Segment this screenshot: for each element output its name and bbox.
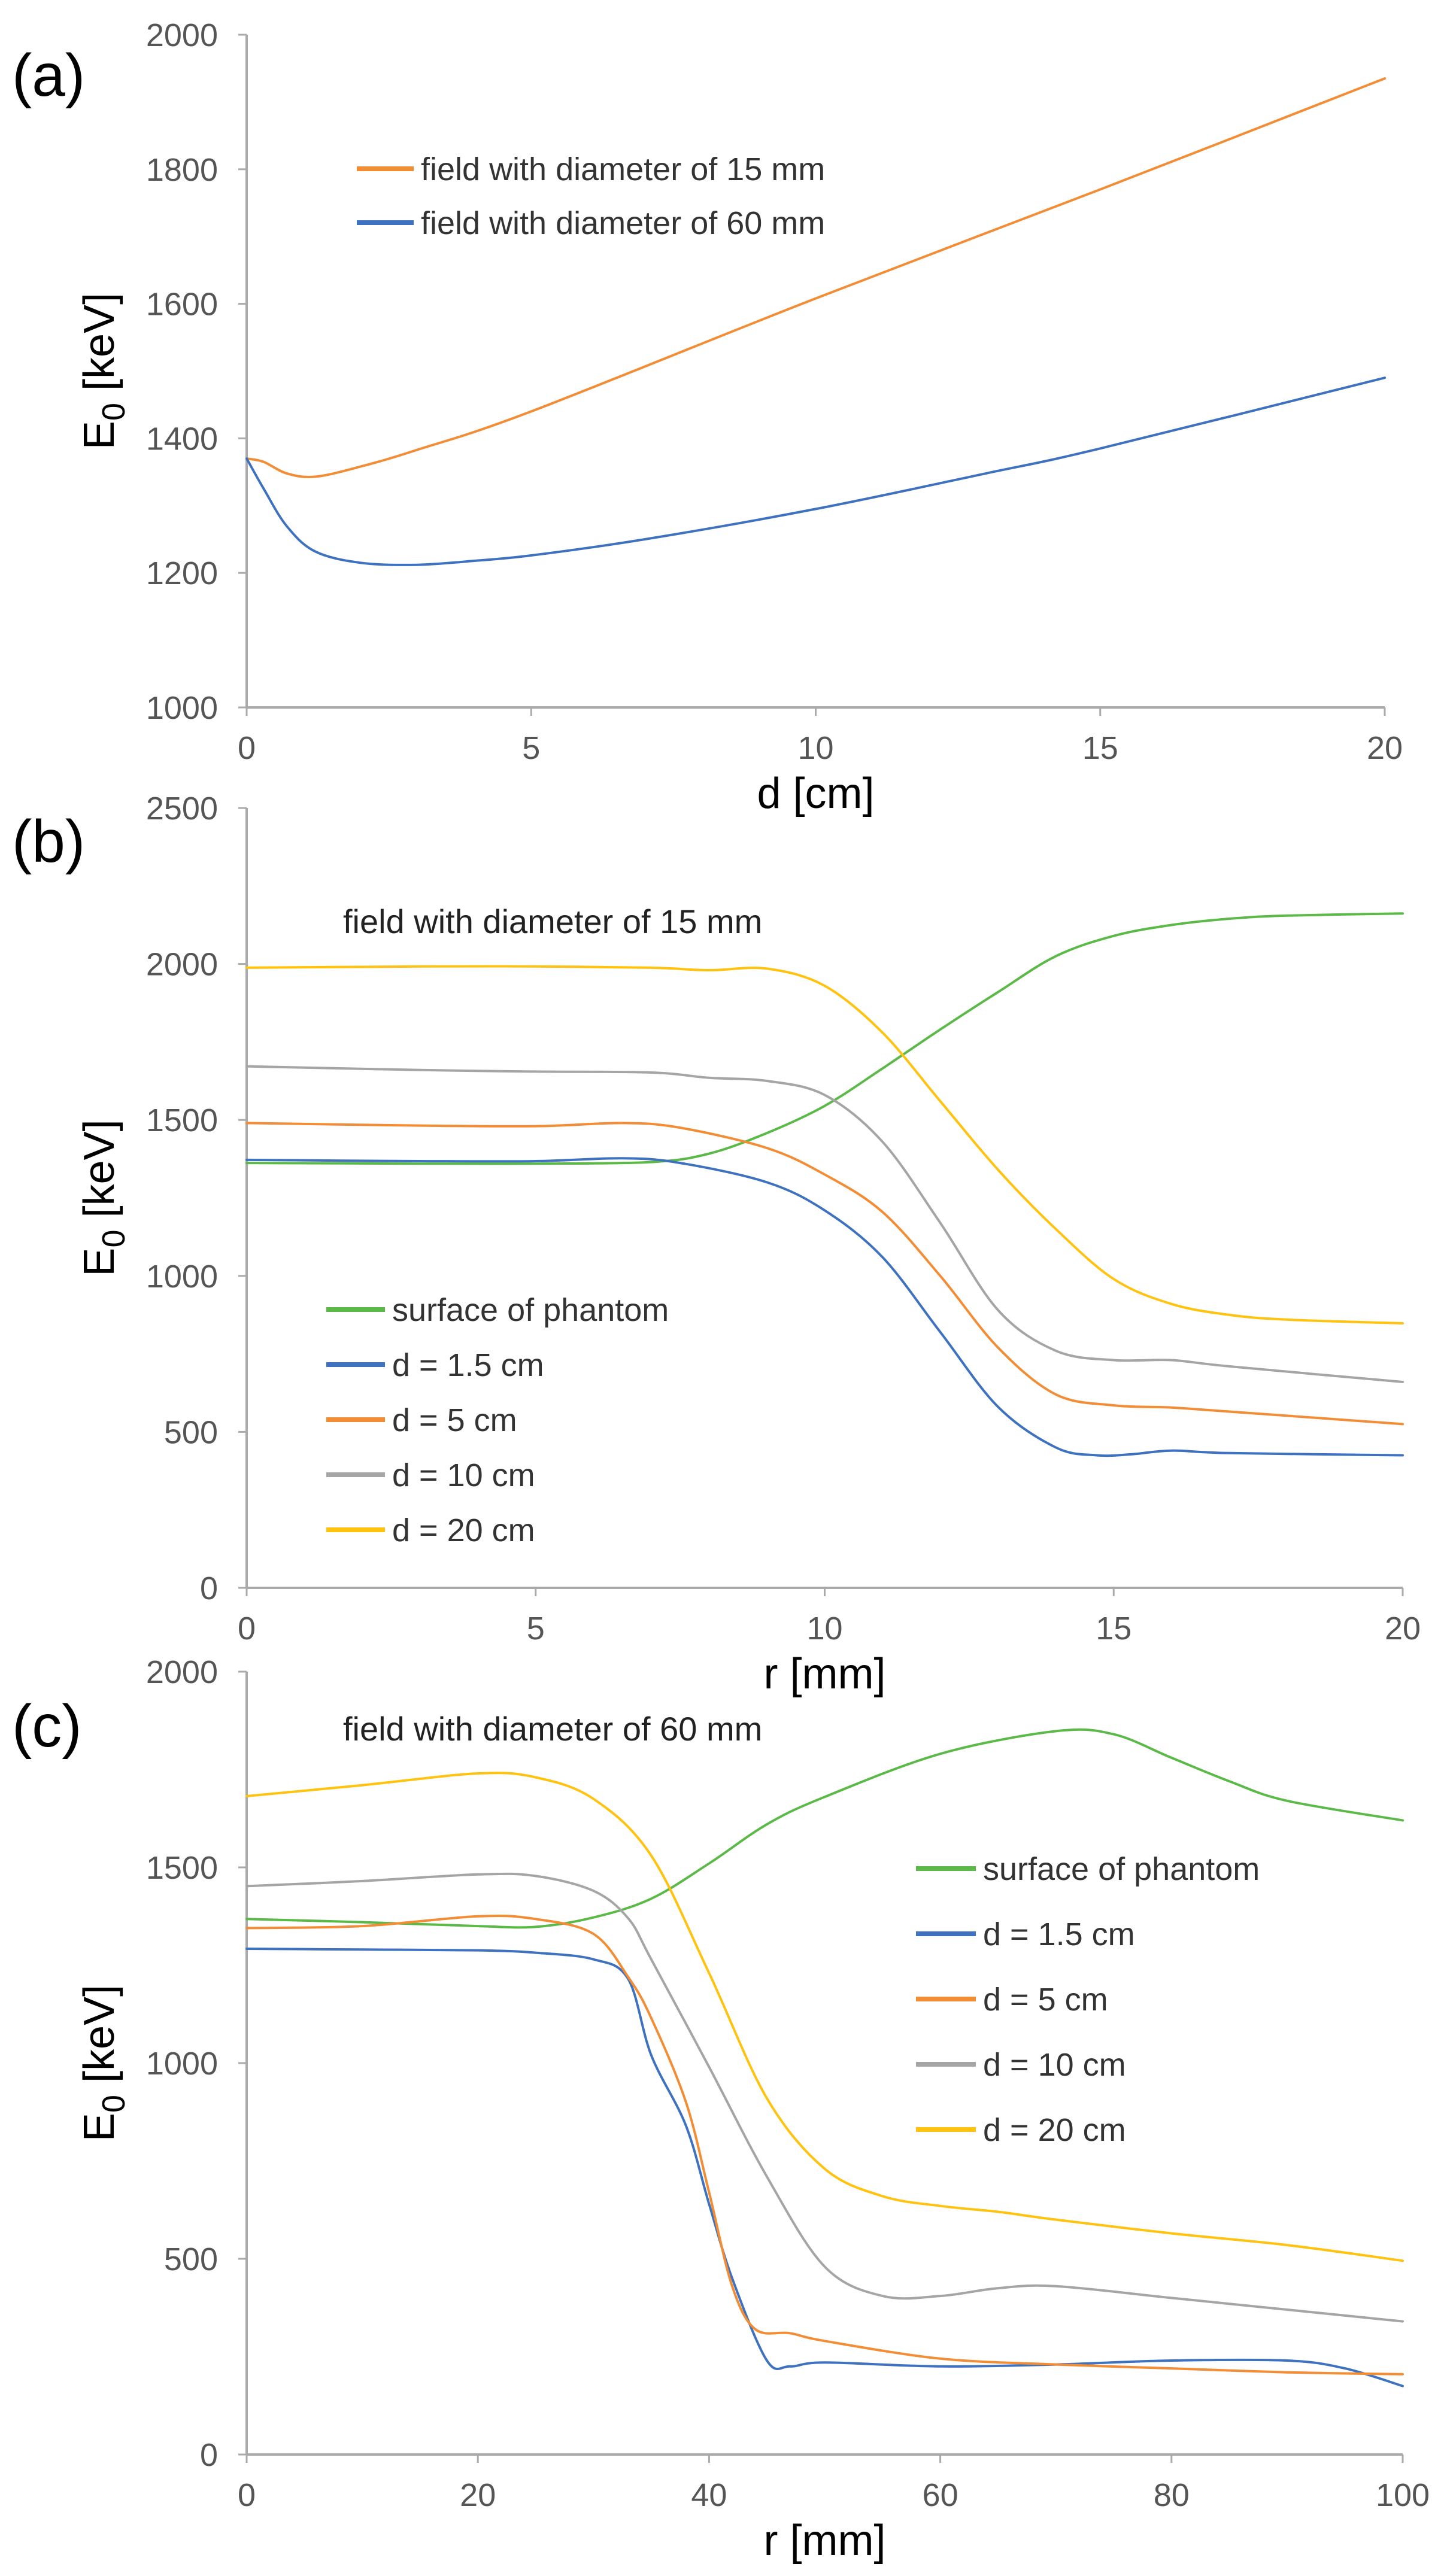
y-axis-title: E0 [keV] <box>75 1119 132 1276</box>
x-tick-label: 10 <box>797 730 833 766</box>
series-line-1 <box>245 1728 1404 1929</box>
x-tick-label: 5 <box>522 730 540 766</box>
legend-label: surface of phantom <box>392 1292 669 1328</box>
y-tick-label: 2000 <box>146 17 218 53</box>
x-tick-label: 100 <box>1376 2477 1430 2513</box>
x-tick-label: 5 <box>527 1611 545 1647</box>
legend-label: d = 10 cm <box>983 2047 1126 2083</box>
y-tick-label: 500 <box>164 2241 218 2277</box>
y-tick-label: 1200 <box>146 555 218 591</box>
y-tick-label: 1800 <box>146 152 218 188</box>
series-line-1 <box>245 912 1404 1165</box>
x-tick-label: 20 <box>1385 1611 1421 1647</box>
series-line-3 <box>245 1122 1404 1426</box>
series-line-2 <box>245 1157 1404 1457</box>
y-tick-label: 2000 <box>146 1654 218 1690</box>
panel-a: (a) 1000 1200 1400 1600 1800 2000 0 5 10 15 20 d [cm… <box>12 17 1403 818</box>
y-axis-title-subscript: 0 <box>96 403 132 421</box>
x-axis-title: r [mm] <box>764 1650 886 1698</box>
x-tick-label: 20 <box>460 2477 496 2513</box>
y-axis-title-unit: [keV] <box>75 1985 123 2095</box>
x-tick-label: 40 <box>691 2477 727 2513</box>
y-axis-title-subscript: 0 <box>96 1230 132 1248</box>
legend-label: d = 5 cm <box>392 1402 517 1438</box>
legend-label: surface of phantom <box>983 1851 1260 1887</box>
x-tick-label: 15 <box>1096 1611 1131 1647</box>
chart-annotation: field with diameter of 60 mm <box>343 1710 762 1748</box>
panel-label: (a) <box>12 42 85 109</box>
y-tick-label: 1500 <box>146 1102 218 1138</box>
y-tick-label: 500 <box>164 1414 218 1450</box>
panel-b: (b) 0 500 1000 1500 2000 2500 0 5 10 15 20 r [mm] E0 … <box>12 791 1421 1698</box>
legend-label: d = 20 cm <box>983 2112 1126 2148</box>
y-axis-title: E0 [keV] <box>75 293 132 449</box>
y-tick-label: 1400 <box>146 421 218 457</box>
x-tick-label: 0 <box>238 730 256 766</box>
panel-label: (b) <box>12 808 85 875</box>
x-tick-label: 80 <box>1154 2477 1190 2513</box>
x-tick-label: 10 <box>806 1611 842 1647</box>
x-tick-label: 20 <box>1367 730 1403 766</box>
y-axis-title-main: E <box>75 421 123 449</box>
series-line-4 <box>245 1065 1404 1383</box>
x-tick-label: 15 <box>1082 730 1118 766</box>
x-tick-label: 0 <box>238 2477 256 2513</box>
legend-label: d = 10 cm <box>392 1457 535 1493</box>
y-tick-label: 0 <box>200 2437 218 2473</box>
legend-label: d = 1.5 cm <box>983 1916 1135 1952</box>
legend-label: d = 20 cm <box>392 1512 535 1548</box>
y-axis-title-unit: [keV] <box>75 1119 123 1229</box>
series-line-3 <box>245 1914 1404 2375</box>
series-line-5 <box>245 1772 1404 2262</box>
panel-c: (c) 0 500 1000 1500 2000 0 20 40 60 80 100 r [mm] E0 … <box>12 1654 1430 2565</box>
y-axis-title-subscript: 0 <box>96 2095 132 2113</box>
y-axis-title-main: E <box>75 2113 123 2141</box>
y-tick-label: 1000 <box>146 690 218 726</box>
y-tick-label: 2000 <box>146 947 218 983</box>
legend-label: field with diameter of 15 mm <box>421 151 825 187</box>
x-axis-title: d [cm] <box>757 770 874 818</box>
panel-label: (c) <box>12 1693 82 1760</box>
y-tick-label: 1600 <box>146 287 218 323</box>
legend-label: d = 5 cm <box>983 1982 1108 2018</box>
series-line-2 <box>245 1948 1404 2387</box>
y-axis-title: E0 [keV] <box>75 1985 132 2141</box>
y-tick-label: 2500 <box>146 791 218 827</box>
legend-label: field with diameter of 60 mm <box>421 205 825 241</box>
series-line-5 <box>245 965 1404 1325</box>
y-tick-label: 1500 <box>146 1850 218 1886</box>
chart-annotation: field with diameter of 15 mm <box>343 903 762 940</box>
x-tick-label: 60 <box>923 2477 958 2513</box>
y-tick-label: 0 <box>200 1570 218 1606</box>
x-axis-title: r [mm] <box>764 2517 886 2565</box>
x-tick-label: 0 <box>238 1611 256 1647</box>
series-line-4 <box>245 1872 1404 2323</box>
series-line-2 <box>245 376 1386 566</box>
y-axis-title-unit: [keV] <box>75 293 123 403</box>
y-tick-label: 1000 <box>146 2046 218 2082</box>
legend-label: d = 1.5 cm <box>392 1347 544 1383</box>
y-tick-label: 1000 <box>146 1259 218 1295</box>
series-line-1 <box>245 77 1386 478</box>
y-axis-title-main: E <box>75 1248 123 1277</box>
